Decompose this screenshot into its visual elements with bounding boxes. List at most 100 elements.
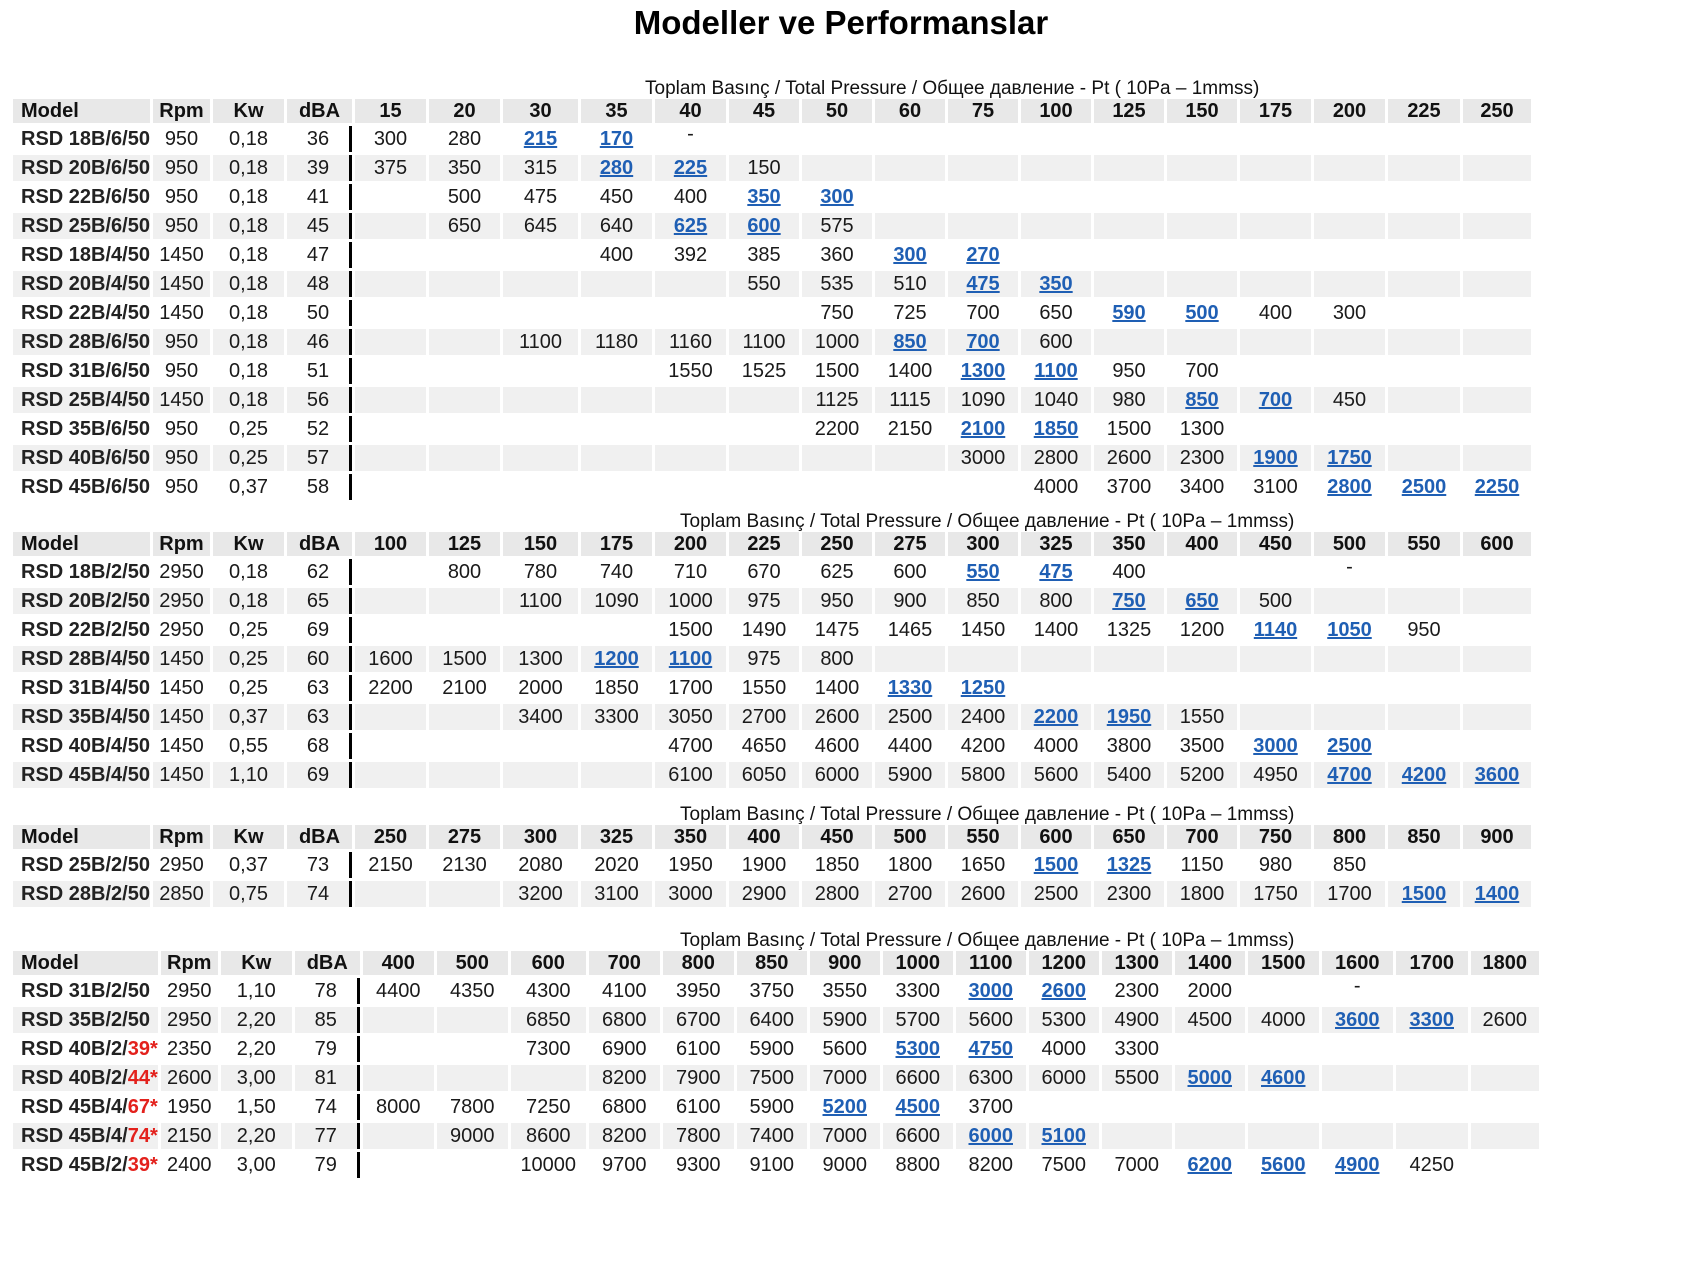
flow-value: 5900 [875, 762, 945, 788]
table-row: RSD 31B/4/50 1450 0,25 63 2200 2100 2000 1850 17… [13, 675, 1531, 701]
flow-value: 6050 [729, 762, 799, 788]
flow-value [1021, 126, 1091, 152]
page-title: Modeller ve Performanslar [633, 4, 1049, 41]
flow-value [429, 416, 500, 442]
flow-value [581, 474, 652, 500]
highlighted-flow-value: 590 [1112, 302, 1146, 324]
flow-value: 1500 [1021, 852, 1091, 878]
flow-value: 7500 [736, 1065, 807, 1091]
rpm-value: 1450 [153, 704, 210, 730]
column-header: dBA [287, 825, 352, 849]
flow-value [948, 126, 1018, 152]
model-label: RSD 40B/2/ [21, 1067, 128, 1089]
flow-value: 215 [503, 126, 578, 152]
model-name: RSD 25B/4/50 [13, 387, 150, 413]
flow-value [1029, 1094, 1099, 1120]
highlighted-flow-value: 500 [1185, 302, 1219, 324]
flow-value: 1500 [429, 646, 500, 672]
table-row: RSD 22B/4/50 1450 0,18 50 750 725 700 650 590 500… [13, 300, 1531, 326]
flow-value: 2250 [1463, 474, 1531, 500]
column-header: 60 [875, 99, 945, 123]
flow-value [1175, 1036, 1245, 1062]
table-header-row: Model Rpm Kw dBA 100 125 150 175 200 225 250 275 300… [13, 532, 1531, 556]
flow-value: 600 [1021, 329, 1091, 355]
flow-value: 2200 [368, 677, 413, 699]
flow-value [355, 213, 426, 239]
kw-value: 2,20 [236, 1038, 276, 1060]
flow-value [1101, 1123, 1172, 1149]
flow-value: 2600 [1029, 978, 1099, 1004]
dba-value: 74 [295, 1094, 360, 1120]
flow-value: 9300 [676, 1154, 721, 1176]
column-header: 45 [729, 99, 799, 123]
flow-value: 1850 [1021, 416, 1091, 442]
flow-value [1167, 242, 1237, 268]
flow-value [1167, 155, 1237, 181]
flow-value: 1200 [581, 646, 652, 672]
table-row: RSD 45B/2/39* 2400 3,00 79 10000 9700 9300 9100… [13, 1152, 1539, 1178]
flow-value [429, 271, 500, 297]
dba-value: 56 [287, 387, 352, 413]
table-row: RSD 20B/4/50 1450 0,18 48 550 535 510 475 350 [13, 271, 1531, 297]
flow-value [1463, 588, 1531, 614]
flow-value [1167, 213, 1237, 239]
flow-value [1094, 646, 1164, 672]
table-row: RSD 18B/6/50 950 0,18 36 300 280 215 170 - [13, 126, 1531, 152]
column-header: 650 [1094, 825, 1164, 849]
table-row: RSD 25B/4/50 1450 0,18 56 1125 1115 1090 1040 98… [13, 387, 1531, 413]
highlighted-flow-value: 1100 [668, 648, 713, 670]
flow-value: 2200 [814, 418, 860, 440]
kw-value: 3,00 [220, 1065, 292, 1091]
flow-value [1094, 126, 1164, 152]
flow-value [1463, 617, 1531, 643]
model-red-suffix: 44* [127, 1067, 158, 1089]
flow-value: 475 [523, 186, 558, 208]
flow-value [355, 329, 426, 355]
dba-value: 85 [294, 1007, 360, 1033]
table-header-row: Model Rpm Kw dBA 400 500 600 700 800 850 900 1000 11… [13, 951, 1539, 975]
dba-value: 73 [287, 852, 352, 878]
flow-value [1248, 1094, 1319, 1120]
flow-value [1314, 358, 1385, 384]
flow-value: 625 [655, 213, 726, 239]
column-header: dBA [287, 99, 352, 123]
pressure-caption: Toplam Basınç / Total Pressure / Общее д… [680, 804, 1295, 825]
flow-value [1463, 733, 1531, 759]
flow-value: 1750 [1240, 881, 1311, 907]
flow-value [581, 762, 652, 788]
table-row: RSD 20B/6/50 950 0,18 39 375 350 315 280 225 150 [13, 155, 1531, 181]
flow-value: 6600 [882, 1123, 953, 1149]
highlighted-flow-value: 1500 [1033, 854, 1079, 876]
highlighted-flow-value: 3600 [1335, 1009, 1380, 1031]
flow-value: 4400 [887, 735, 933, 757]
flow-value [503, 271, 578, 297]
flow-value: 6100 [676, 1096, 721, 1118]
flow-value: 4600 [1247, 1065, 1319, 1091]
flow-value [1021, 213, 1091, 239]
column-header: 150 [503, 532, 578, 556]
flow-value: 350 [729, 184, 799, 210]
rpm-value: 2150 [160, 1123, 218, 1149]
flow-value [1021, 155, 1091, 181]
flow-value: 500 [1240, 588, 1311, 614]
highlighted-flow-value: 350 [1039, 273, 1073, 295]
table-row: RSD 28B/4/50 1450 0,25 60 1600 1500 1300 1200 11… [13, 646, 1531, 672]
flow-value: 2800 [1021, 445, 1091, 471]
flow-value: 750 [820, 302, 854, 324]
rpm-value: 1450 [159, 677, 204, 699]
model-name: RSD 35B/2/50 [13, 1007, 158, 1033]
model-name: RSD 18B/4/50 [13, 242, 150, 268]
flow-value [581, 617, 652, 643]
flow-value: 1300 [503, 646, 578, 672]
flow-value [1240, 329, 1311, 355]
flow-value [362, 1123, 434, 1149]
flow-value: 900 [875, 588, 945, 614]
flow-value [1463, 329, 1531, 355]
flow-value: 700 [1185, 360, 1219, 382]
model-name: RSD 25B/2/50 [13, 852, 150, 878]
column-header: 1000 [882, 951, 953, 975]
flow-value [429, 588, 500, 614]
flow-value [429, 704, 500, 730]
flow-value: 1450 [960, 619, 1006, 641]
flow-value: 1700 [1314, 881, 1385, 907]
